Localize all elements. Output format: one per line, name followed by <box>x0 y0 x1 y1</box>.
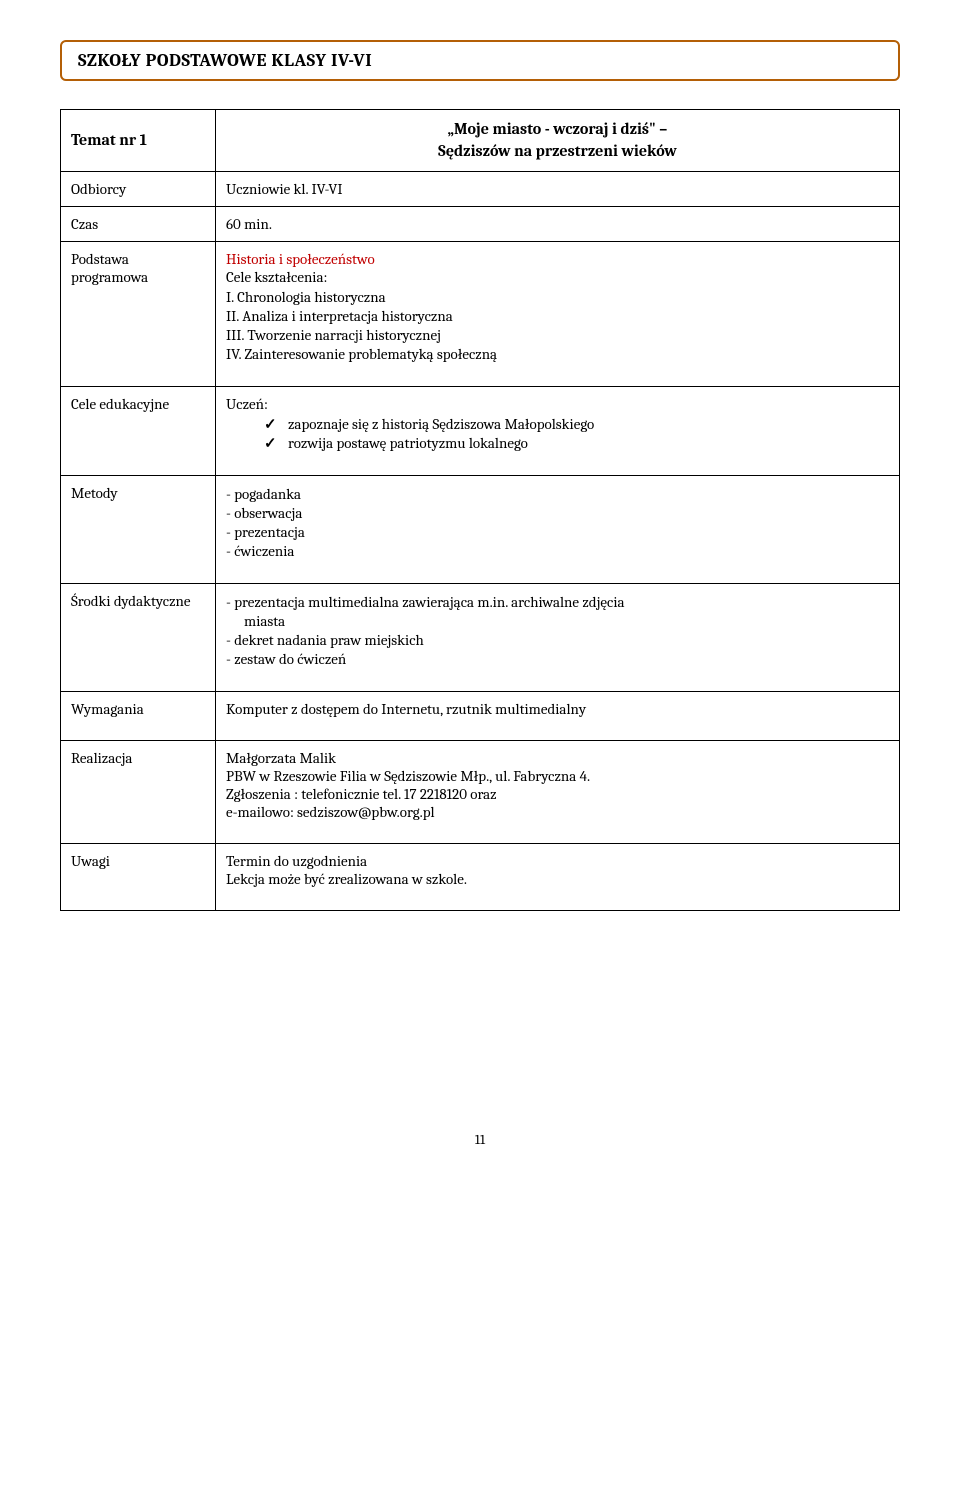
banner-title: SZKOŁY PODSTAWOWE KLASY IV-VI <box>78 50 882 71</box>
list-item: I. Chronologia historyczna <box>226 288 889 306</box>
realizacja-line1: PBW w Rzeszowie Filia w Sędziszowie Młp.… <box>226 767 889 785</box>
wymagania-label: Wymagania <box>61 691 216 740</box>
list-item: rozwija postawę patriotyzmu lokalnego <box>264 434 889 452</box>
list-item: - pogadanka <box>226 485 889 503</box>
podstawa-list: I. Chronologia historyczna II. Analiza i… <box>226 288 889 363</box>
realizacja-line3: e-mailowo: sedziszow@pbw.org.pl <box>226 803 889 821</box>
odbiorcy-value: Uczniowie kl. IV-VI <box>216 171 900 206</box>
cele-lead: Uczeń: <box>226 395 889 413</box>
srodki-list: - prezentacja multimedialna zawierająca … <box>226 593 889 668</box>
podstawa-cell: Historia i społeczeństwo Cele kształceni… <box>216 241 900 386</box>
uwagi-cell: Termin do uzgodnienia Lekcja może być zr… <box>216 843 900 910</box>
podstawa-section: Historia i społeczeństwo <box>226 250 889 268</box>
metody-cell: - pogadanka - obserwacja - prezentacja -… <box>216 475 900 583</box>
topic-label: Temat nr 1 <box>61 110 216 172</box>
list-item: - prezentacja multimedialna zawierająca … <box>226 593 889 611</box>
czas-label: Czas <box>61 206 216 241</box>
cele-cell: Uczeń: zapoznaje się z historią Sędziszo… <box>216 386 900 475</box>
realizacja-label: Realizacja <box>61 740 216 843</box>
cele-label: Cele edukacyjne <box>61 386 216 475</box>
srodki-label: Środki dydaktyczne <box>61 583 216 691</box>
list-item: miasta <box>226 612 889 630</box>
list-item: - prezentacja <box>226 523 889 541</box>
wymagania-value: Komputer z dostępem do Internetu, rzutni… <box>216 691 900 740</box>
uwagi-line0: Termin do uzgodnienia <box>226 852 889 870</box>
metody-label: Metody <box>61 475 216 583</box>
list-item: - obserwacja <box>226 504 889 522</box>
cele-list: zapoznaje się z historią Sędziszowa Mało… <box>226 415 889 452</box>
list-item: III. Tworzenie narracji historycznej <box>226 326 889 344</box>
topic-title-line2: Sędziszów na przestrzeni wieków <box>226 140 889 162</box>
uwagi-line1: Lekcja może być zrealizowana w szkole. <box>226 870 889 888</box>
list-item: zapoznaje się z historią Sędziszowa Mało… <box>264 415 889 433</box>
lesson-table: Temat nr 1 „Moje miasto - wczoraj i dziś… <box>60 109 900 911</box>
realizacja-cell: Małgorzata Malik PBW w Rzeszowie Filia w… <box>216 740 900 843</box>
topic-title-cell: „Moje miasto - wczoraj i dziś" – Sędzisz… <box>216 110 900 172</box>
podstawa-subhead: Cele kształcenia: <box>226 268 889 286</box>
topic-title-line1: „Moje miasto - wczoraj i dziś" – <box>226 118 889 140</box>
realizacja-line0: Małgorzata Malik <box>226 749 889 767</box>
uwagi-label: Uwagi <box>61 843 216 910</box>
odbiorcy-label: Odbiorcy <box>61 171 216 206</box>
podstawa-label: Podstawa programowa <box>61 241 216 386</box>
list-item: - ćwiczenia <box>226 542 889 560</box>
srodki-cell: - prezentacja multimedialna zawierająca … <box>216 583 900 691</box>
header-banner: SZKOŁY PODSTAWOWE KLASY IV-VI <box>60 40 900 81</box>
list-item: - dekret nadania praw miejskich <box>226 631 889 649</box>
czas-value: 60 min. <box>216 206 900 241</box>
list-item: - zestaw do ćwiczeń <box>226 650 889 668</box>
metody-list: - pogadanka - obserwacja - prezentacja -… <box>226 485 889 560</box>
page-number: 11 <box>60 1131 900 1148</box>
list-item: IV. Zainteresowanie problematyką społecz… <box>226 345 889 363</box>
realizacja-line2: Zgłoszenia : telefonicznie tel. 17 22181… <box>226 785 889 803</box>
list-item: II. Analiza i interpretacja historyczna <box>226 307 889 325</box>
